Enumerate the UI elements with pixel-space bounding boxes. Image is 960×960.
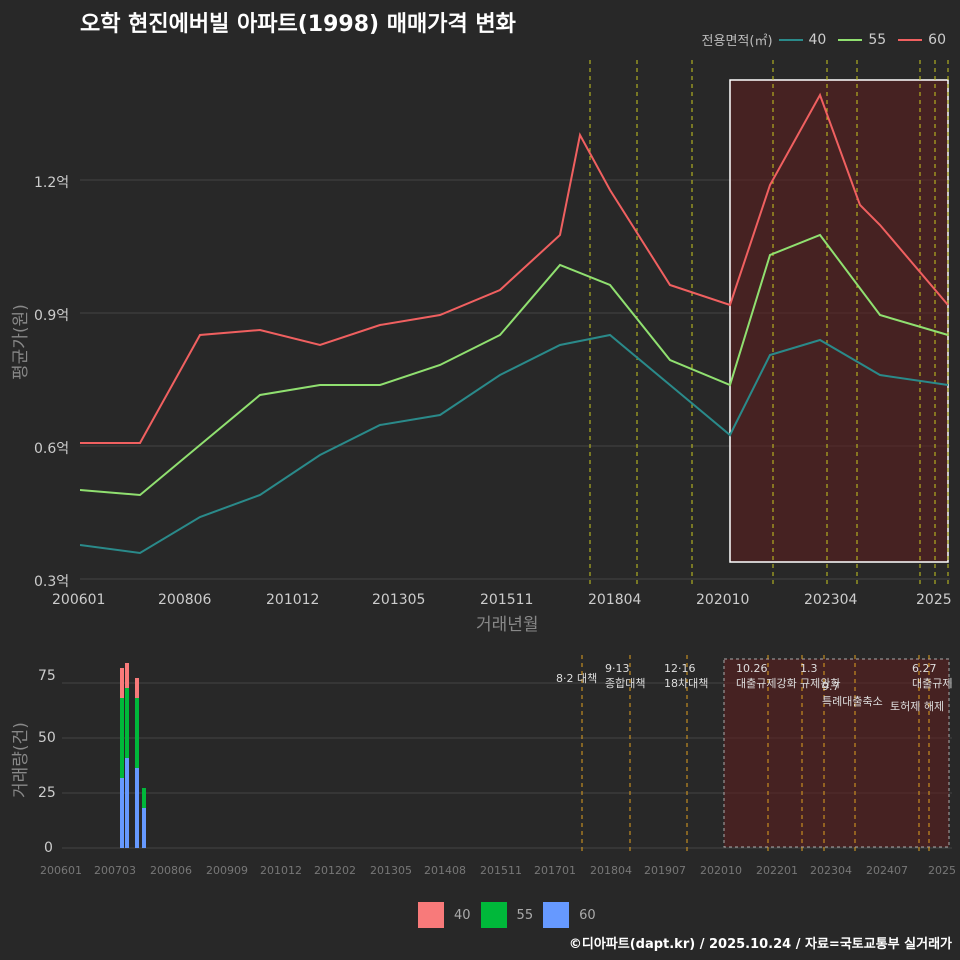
bottom-legend-label-60: 60: [579, 907, 596, 923]
volume-plot: [62, 655, 952, 855]
vol-ytick-0: 0: [44, 840, 53, 856]
footer-credit: ©디아파트(dapt.kr) / 2025.10.24 / 자료=국토교통부 실…: [568, 937, 952, 952]
vol-xtick-3: 200909: [206, 864, 248, 877]
vol-ytick-50: 50: [38, 730, 56, 746]
volume-highlight-region: [723, 658, 950, 848]
annot-82: 8·2 대책: [556, 672, 598, 685]
vol-xtick-2: 200806: [150, 864, 192, 877]
xtick-5: 201804: [588, 592, 642, 608]
vol-xtick-14: 202304: [810, 864, 852, 877]
series-40-line: [80, 333, 949, 555]
vol-ytick-75: 75: [38, 668, 56, 684]
vol-xtick-7: 201408: [424, 864, 466, 877]
ytick-1.2: 1.2억: [34, 175, 70, 191]
ytick-0.3: 0.3억: [34, 574, 70, 590]
annot-1026: 10.26 대출규제강화: [736, 662, 797, 690]
ytick-0.6: 0.6억: [34, 441, 70, 457]
legend-title: 전용면적(㎡): [701, 34, 773, 49]
price-ylabel: 평균가(원): [11, 304, 31, 380]
vol-xtick-10: 201804: [590, 864, 632, 877]
annot-913: 9·13 종합대책: [605, 662, 646, 690]
annot-toheoje: 토허제 해제: [890, 700, 945, 713]
vol-xtick-8: 201511: [480, 864, 522, 877]
ytick-0.9: 0.9억: [34, 308, 70, 324]
bottom-legend-label-55: 55: [516, 907, 534, 923]
xtick-6: 202010: [696, 592, 750, 608]
legend-label-40: 40: [808, 31, 827, 48]
vol-xtick-16: 2025: [928, 864, 956, 877]
vol-xtick-11: 201907: [644, 864, 686, 877]
price-xlabel: 거래년월: [476, 615, 539, 635]
legend-swatch-55: [838, 38, 863, 41]
vol-xtick-0: 200601: [40, 864, 82, 877]
volume-ylabel: 거래량(건): [11, 722, 31, 798]
xtick-7: 202304: [804, 592, 858, 608]
vol-xtick-1: 200703: [94, 864, 136, 877]
price-plot: [80, 60, 950, 585]
vol-xtick-5: 201202: [314, 864, 356, 877]
vol-xtick-4: 201012: [260, 864, 302, 877]
vol-xtick-15: 202407: [866, 864, 908, 877]
bottom-legend-swatch-60: [543, 902, 570, 928]
annot-1216: 12·16 18차대책: [664, 662, 709, 690]
series-55-line: [80, 233, 949, 497]
xtick-4: 201511: [480, 592, 534, 608]
series-60-line: [80, 92, 949, 444]
xtick-1: 200806: [158, 592, 212, 608]
xtick-8: 2025: [916, 592, 952, 608]
vol-xtick-6: 201305: [370, 864, 412, 877]
bottom-legend: 40 55 60: [418, 902, 596, 928]
legend-label-55: 55: [868, 31, 887, 48]
vol-xtick-13: 202201: [756, 864, 798, 877]
legend-label-60: 60: [928, 31, 946, 48]
annot-627: 6.27 대출규제: [912, 662, 953, 690]
chart-title: 오학 현진에버빌 아파트(1998) 매매가격 변화: [80, 12, 516, 37]
xtick-3: 201305: [372, 592, 426, 608]
legend-top: 전용면적(㎡) 40 55 60: [701, 30, 952, 50]
annot-13: 1.3 규제완화: [800, 662, 841, 690]
vol-xtick-12: 202010: [700, 864, 742, 877]
bottom-legend-label-40: 40: [454, 907, 471, 923]
bottom-legend-swatch-55: [480, 902, 507, 928]
vol-xtick-9: 201701: [534, 864, 576, 877]
xtick-0: 200601: [52, 592, 106, 608]
legend-swatch-60: [898, 38, 923, 41]
volume-bars: [120, 663, 146, 848]
annot-97: 9.7 특례대출축소: [822, 680, 883, 708]
legend-swatch-40: [778, 38, 803, 41]
highlight-region: [729, 79, 949, 563]
bottom-legend-swatch-40: [418, 902, 444, 928]
xtick-2: 201012: [266, 592, 320, 608]
vol-ytick-25: 25: [38, 785, 56, 801]
